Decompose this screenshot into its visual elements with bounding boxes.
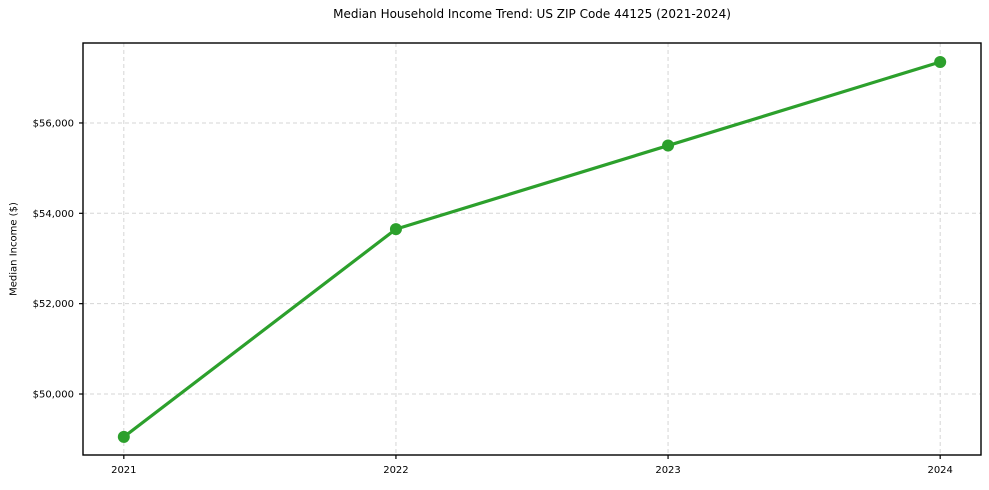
x-tick-label: 2021 [111,465,136,476]
y-tick-label: $50,000 [33,390,74,401]
data-point-2024 [934,55,947,68]
chart-title: Median Household Income Trend: US ZIP Co… [333,7,731,21]
y-tick-label: $54,000 [33,209,74,220]
income-trend-line [122,60,942,439]
data-point-2022 [389,223,402,236]
axes-box [82,42,982,456]
x-tick-label: 2023 [655,465,680,476]
x-tick-label: 2024 [927,465,952,476]
y-tick-label: $56,000 [33,118,74,129]
y-tick-label: $52,000 [33,299,74,310]
data-point-2023 [662,139,675,152]
data-point-2021 [117,430,130,443]
x-tick-label: 2022 [383,465,408,476]
